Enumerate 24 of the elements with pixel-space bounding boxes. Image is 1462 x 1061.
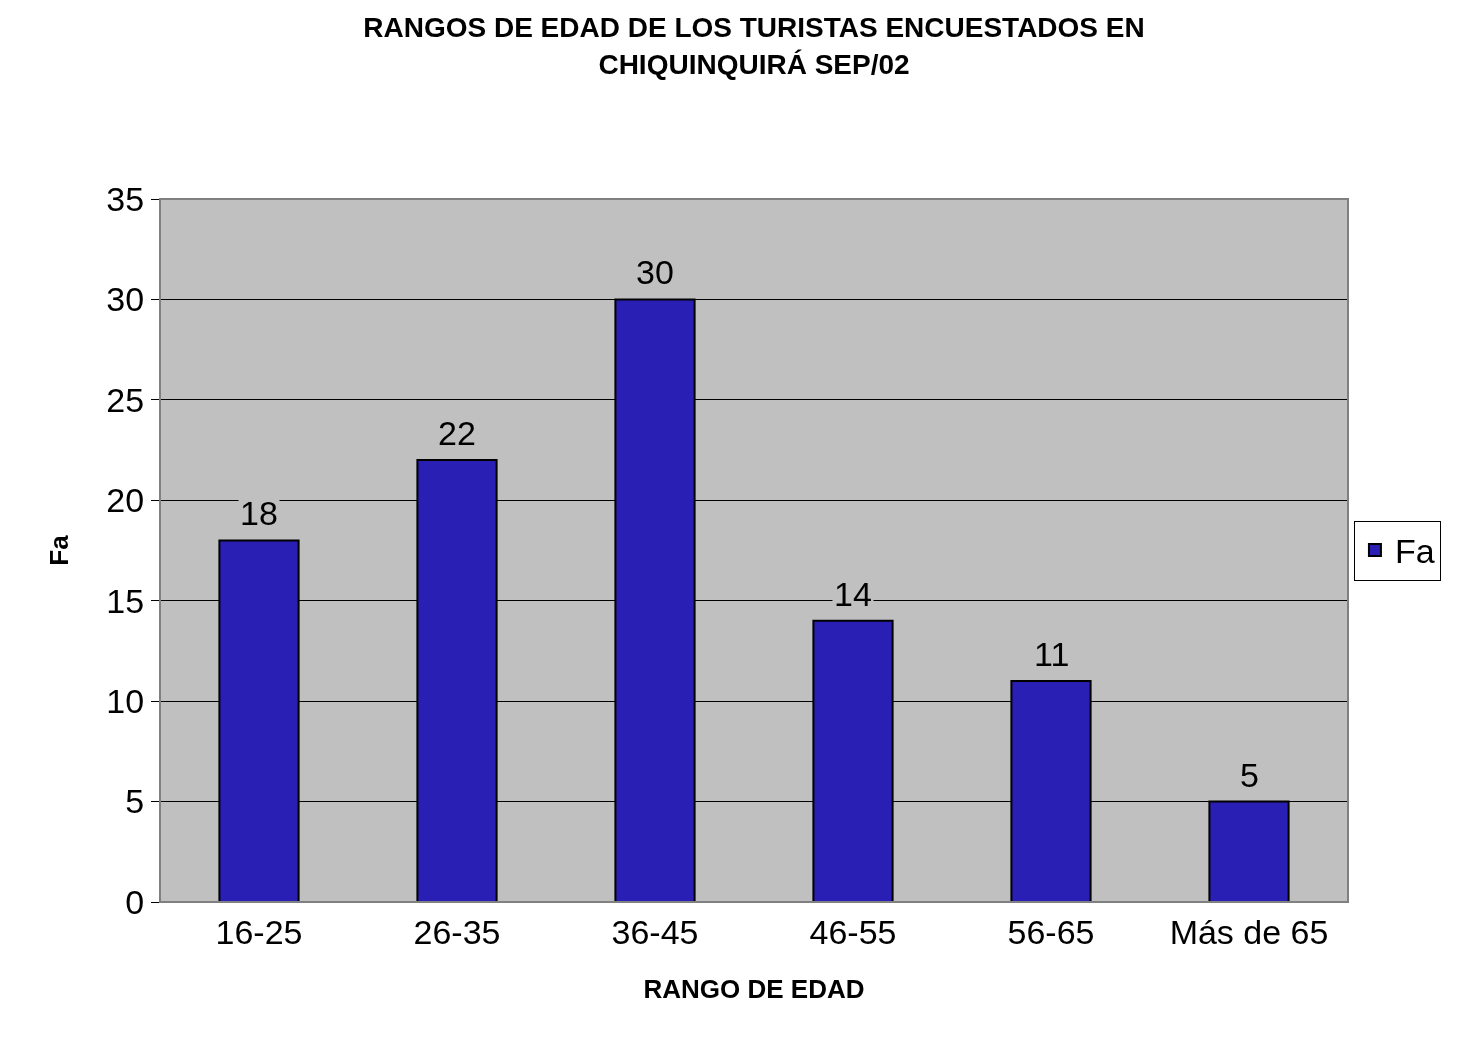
data-label: 22 — [438, 414, 476, 452]
x-axis-title: RANGO DE EDAD — [643, 974, 865, 1005]
data-label: 5 — [1240, 756, 1259, 794]
y-tick-label: 5 — [125, 782, 145, 821]
y-tick-label: 0 — [125, 882, 145, 921]
data-label: 14 — [834, 575, 872, 613]
y-tick-label: 20 — [106, 481, 145, 520]
y-tick-label: 10 — [106, 682, 145, 721]
chart-title: RANGOS DE EDAD DE LOS TURISTAS ENCUESTADOS EN CHIQUINQUIRÁ SEP/02 — [363, 12, 1145, 80]
y-axis-title: Fa — [43, 534, 74, 566]
y-tick-label: 25 — [106, 380, 145, 419]
y-tick-label: 30 — [106, 280, 145, 319]
x-tick-label: 36-45 — [611, 912, 699, 951]
legend-label: Fa — [1394, 532, 1435, 571]
x-tick-label: Más de 65 — [1169, 912, 1329, 951]
x-tick-label: 46-55 — [809, 912, 897, 951]
x-tick-label: 16-25 — [215, 912, 303, 951]
data-label: 18 — [240, 494, 278, 532]
x-tick-label: 26-35 — [413, 912, 501, 951]
y-tick-label: 15 — [106, 581, 145, 620]
x-tick-label: 56-65 — [1007, 912, 1095, 951]
data-label: 30 — [636, 253, 674, 291]
data-label: 11 — [1034, 635, 1070, 673]
y-tick-label: 35 — [106, 179, 145, 218]
